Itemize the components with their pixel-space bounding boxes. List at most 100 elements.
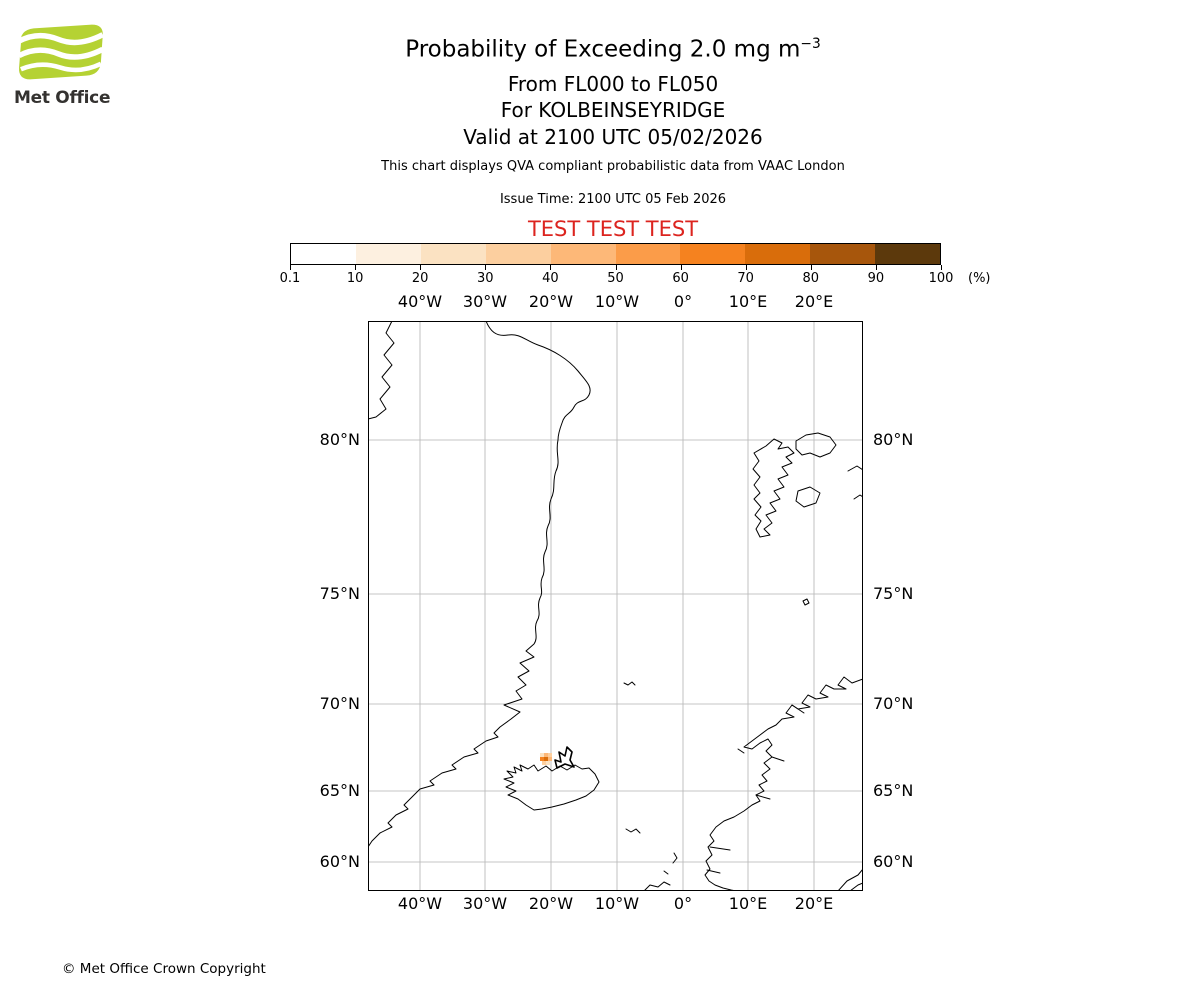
baltic-coastline: [849, 882, 864, 892]
colorbar-tick: [680, 265, 682, 270]
title-exponent: −3: [800, 36, 821, 52]
baltic-coastline: [837, 868, 864, 892]
lon-label-bottom-0: 0°: [673, 894, 693, 913]
lon-label-top-10e: 10°E: [728, 292, 768, 311]
copyright: © Met Office Crown Copyright: [62, 961, 266, 977]
lat-label-left-65n: 65°N: [319, 781, 360, 800]
colorbar-tick-label: 0.1: [279, 271, 301, 286]
lon-label-top-10w: 10°W: [594, 292, 640, 311]
svalbard-east-islet: [853, 494, 864, 500]
map: [367, 320, 864, 892]
colorbar-tick: [615, 265, 617, 270]
lon-label-top-20e: 20°E: [794, 292, 834, 311]
met-office-logo-icon: [17, 24, 104, 80]
lon-label-top-20w: 20°W: [528, 292, 574, 311]
volcano-line: For KOLBEINSEYRIDGE: [500, 98, 726, 123]
page-title: Probability of Exceeding 2.0 mg m−3: [13, 29, 1200, 65]
probability-cell: [540, 753, 544, 757]
lon-label-top-40w: 40°W: [397, 292, 443, 311]
lat-label-left-70n: 70°N: [319, 694, 360, 713]
colorbar-tick-label: 20: [411, 271, 429, 286]
colorbar-segment: [550, 244, 616, 264]
met-office-logo-text: Met Office: [14, 88, 111, 108]
lat-label-left-60n: 60°N: [319, 852, 360, 871]
probability-cell: [548, 757, 552, 761]
greenland-east-coastline: [367, 320, 591, 848]
probability-cell: [544, 753, 548, 757]
lat-label-right-80n: 80°N: [873, 430, 914, 449]
probability-cell: [542, 761, 546, 765]
colorbar-segment: [355, 244, 421, 264]
norway-fjord: [706, 869, 721, 874]
volcano-source-marker: [554, 746, 575, 769]
issue-time: Issue Time: 2100 UTC 05 Feb 2026: [499, 192, 727, 207]
colorbar-segment: [875, 244, 941, 264]
colorbar-tick-label: 60: [672, 271, 689, 286]
chart-titles: Probability of Exceeding 2.0 mg m−3 From…: [13, 29, 1200, 150]
shetland-islands: [672, 852, 678, 864]
lon-label-bottom-10e: 10°E: [728, 894, 768, 913]
colorbar-tick-label: 40: [542, 271, 559, 286]
lat-label-right-75n: 75°N: [873, 584, 914, 603]
colorbar-tick: [875, 265, 877, 270]
norway-fjord: [709, 846, 731, 851]
colorbar-segment: [810, 244, 876, 264]
colorbar-unit-label: (%): [968, 271, 991, 286]
lon-label-bottom-40w: 40°W: [397, 894, 443, 913]
probability-cell: [540, 757, 544, 761]
lon-label-bottom-20e: 20°E: [794, 894, 834, 913]
lat-label-right-70n: 70°N: [873, 694, 914, 713]
colorbar-tick: [810, 265, 812, 270]
lofoten-islet: [737, 748, 745, 754]
lon-label-bottom-30w: 30°W: [462, 894, 508, 913]
gridlines: [368, 321, 863, 891]
norway-fjord: [755, 794, 771, 800]
lon-label-top-30w: 30°W: [462, 292, 508, 311]
colorbar-tick-label: 80: [802, 271, 820, 286]
iceland-coastline: [503, 764, 600, 811]
svalbard-nordaustlandet-coastline: [795, 432, 837, 458]
colorbar-tick: [941, 265, 942, 270]
greenland-north-coastline: [367, 320, 395, 420]
scotland-coastline: [643, 881, 671, 892]
test-banner: TEST TEST TEST: [527, 217, 699, 241]
jan-mayen-island: [623, 681, 636, 686]
kong-karls-land: [847, 465, 864, 472]
colorbar-ticks: [290, 265, 942, 270]
colorbar-segment: [745, 244, 811, 264]
map-border: [368, 321, 863, 891]
colorbar-segment: [615, 244, 681, 264]
probability-overlay: [540, 753, 552, 765]
lat-label-right-60n: 60°N: [873, 852, 914, 871]
colorbar-segment: [291, 244, 356, 264]
colorbar-segment: [485, 244, 551, 264]
colorbar-tick: [745, 265, 747, 270]
probability-cell: [544, 757, 548, 761]
valid-time-line: Valid at 2100 UTC 05/02/2026: [463, 124, 763, 149]
lat-label-left-75n: 75°N: [319, 584, 360, 603]
colorbar: [290, 243, 941, 265]
lon-label-bottom-20w: 20°W: [528, 894, 574, 913]
qva-description: This chart displays QVA compliant probab…: [381, 159, 845, 174]
lat-label-right-65n: 65°N: [873, 781, 914, 800]
colorbar-tick-label: 90: [867, 271, 885, 286]
map-canvas: [367, 320, 864, 892]
colorbar-tick: [550, 265, 552, 270]
norway-fjord: [771, 756, 785, 762]
lat-label-left-80n: 80°N: [319, 430, 360, 449]
lon-label-bottom-10w: 10°W: [594, 894, 640, 913]
svalbard-spitsbergen-coastline: [752, 438, 795, 538]
colorbar-tick: [290, 265, 291, 270]
met-office-logo: Met Office: [14, 22, 124, 108]
title-text: Probability of Exceeding 2.0 mg m: [405, 36, 801, 63]
faroe-islands: [625, 828, 641, 834]
colorbar-tick-label: 100: [928, 271, 954, 286]
coastlines: [367, 320, 864, 892]
colorbar-tick-label: 70: [737, 271, 754, 286]
norway-coastline: [704, 676, 864, 892]
orkney-islet: [663, 870, 669, 875]
colorbar-gradient: [291, 244, 941, 264]
colorbar-segment: [420, 244, 486, 264]
bear-island: [802, 598, 810, 606]
colorbar-tick-label: 30: [477, 271, 494, 286]
